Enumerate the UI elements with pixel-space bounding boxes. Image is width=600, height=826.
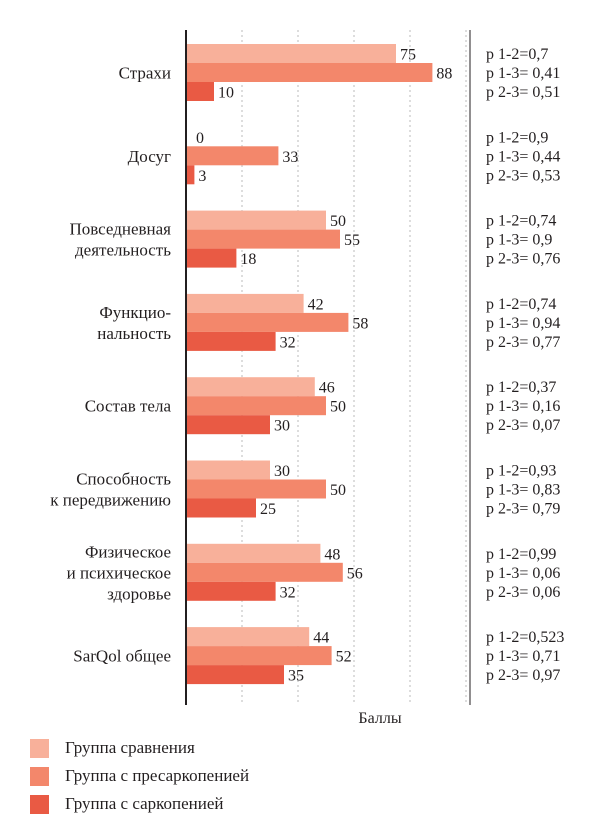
bar-value-label: 56: [347, 565, 363, 582]
p-value-label: p 1-3= 0,06: [486, 565, 560, 582]
bar-value-label: 32: [280, 334, 296, 351]
legend-item-series-2: Группа с пресаркопенией: [30, 762, 249, 790]
p-value-label: p 1-3= 0,94: [486, 315, 560, 332]
p-value-label: p 2-3= 0,76: [486, 251, 560, 268]
bar-value-label: 35: [288, 668, 304, 685]
category-label: Страхи: [119, 64, 171, 83]
bar-value-label: 88: [436, 66, 452, 83]
bar-3: [186, 165, 195, 185]
bar-value-label: 75: [400, 47, 416, 64]
bar-value-label: 32: [280, 584, 296, 601]
p-value-label: p 1-3= 0,41: [486, 65, 560, 82]
p-value-label: p 1-2=0,37: [486, 379, 556, 396]
bar-value-label: 58: [352, 315, 368, 332]
bar-1: [186, 377, 315, 397]
bars: [186, 44, 433, 685]
p-value-label: p 1-2=0,99: [486, 546, 556, 563]
bar-value-label: 50: [330, 399, 346, 416]
bar-2: [186, 63, 433, 82]
bar-1: [186, 460, 270, 480]
category-label: SarQol общее: [73, 647, 171, 666]
bar-3: [186, 331, 276, 351]
legend-label-series-1: Группа сравнения: [65, 738, 195, 757]
p-value-label: p 2-3= 0,06: [486, 584, 560, 601]
legend-swatch-series-1: [30, 738, 49, 758]
p-value-label: p 2-3= 0,51: [486, 84, 560, 101]
bar-3: [186, 248, 237, 268]
bar-2: [186, 562, 343, 582]
p-value-label: p 1-2=0,74: [486, 213, 556, 230]
category-label: Состав тела: [85, 397, 172, 416]
category-label: Досуг: [128, 147, 171, 166]
p-value-label: p 1-3= 0,9: [486, 232, 552, 249]
p-value-label: p 1-3= 0,71: [486, 648, 560, 665]
legend-item-series-3: Группа с саркопенией: [30, 790, 249, 818]
bar-value-label: 50: [330, 482, 346, 499]
legend-label-series-3: Группа с саркопенией: [65, 794, 224, 813]
category-label: и психическое: [67, 563, 171, 582]
p-value-label: p 2-3= 0,07: [486, 417, 560, 434]
category-label: деятельность: [75, 241, 171, 260]
bar-3: [186, 498, 256, 518]
p-value-label: p 2-3= 0,79: [486, 501, 560, 518]
category-label: Способность: [76, 470, 171, 489]
bar-value-label: 30: [274, 418, 290, 435]
bar-2: [186, 646, 332, 666]
bar-1: [186, 44, 396, 63]
legend-swatch-series-3: [30, 794, 49, 814]
x-axis-title: Баллы: [358, 710, 401, 727]
p-value-label: p 1-2=0,9: [486, 129, 548, 146]
p-value-label: p 1-2=0,7: [486, 46, 548, 63]
bar-1: [186, 210, 326, 230]
bar-value-label: 48: [324, 546, 340, 563]
bar-value-label: 42: [308, 296, 324, 313]
bar-2: [186, 312, 349, 332]
bar-value-label: 18: [240, 251, 256, 268]
bar-3: [186, 82, 214, 101]
p-value-label: p 2-3= 0,97: [486, 667, 560, 684]
bar-2: [186, 396, 326, 416]
bar-value-label: 30: [274, 463, 290, 480]
p-value-label: p 1-3= 0,44: [486, 148, 560, 165]
bar-value-label: 50: [330, 213, 346, 230]
legend-swatch-series-2: [30, 766, 49, 786]
legend-label-series-2: Группа с пресаркопенией: [65, 766, 250, 785]
bar-value-label: 3: [198, 168, 206, 185]
bar-value-label: 33: [282, 149, 298, 166]
legend: Группа сравнения Группа с пресаркопенией…: [30, 734, 249, 818]
bar-value-label: 52: [336, 649, 352, 666]
category-label: Физическое: [85, 542, 171, 561]
bar-3: [186, 581, 276, 601]
bar-1: [186, 627, 310, 647]
bar-value-label: 0: [196, 130, 204, 147]
bar-value-label: 44: [313, 630, 329, 647]
p-value-label: p 1-3= 0,83: [486, 482, 560, 499]
bar-2: [186, 229, 340, 249]
category-label: Функцио-: [99, 303, 171, 322]
bar-1: [186, 543, 321, 563]
bar-value-label: 55: [344, 232, 360, 249]
p-value-label: p 2-3= 0,53: [486, 167, 560, 184]
p-value-label: p 1-3= 0,16: [486, 398, 560, 415]
bar-1: [186, 293, 304, 313]
bar-2: [186, 479, 326, 499]
bar-2: [186, 146, 279, 166]
p-value-label: p 1-2=0,74: [486, 296, 556, 313]
bar-value-label: 46: [319, 380, 335, 397]
grid-lines: [241, 30, 467, 705]
category-label: здоровье: [107, 584, 171, 603]
p-value-label: p 1-2=0,523: [486, 629, 564, 646]
bar-value-label: 25: [260, 501, 276, 518]
bar-chart: 75 88 10 Страхи p 1-2=0,7 p 1-3= 0,41 p 2-3= 0…: [50, 30, 564, 727]
category-label: к передвижению: [50, 491, 171, 510]
labels: 75 88 10 Страхи p 1-2=0,7 p 1-3= 0,41 p 2-3= 0…: [50, 46, 564, 685]
category-label: Повседневная: [69, 220, 171, 239]
bar-3: [186, 415, 270, 435]
p-value-label: p 1-2=0,93: [486, 463, 556, 480]
category-label: нальность: [97, 324, 171, 343]
bar-3: [186, 665, 284, 685]
legend-item-series-1: Группа сравнения: [30, 734, 249, 762]
bar-value-label: 10: [218, 85, 234, 102]
p-value-label: p 2-3= 0,77: [486, 334, 560, 351]
